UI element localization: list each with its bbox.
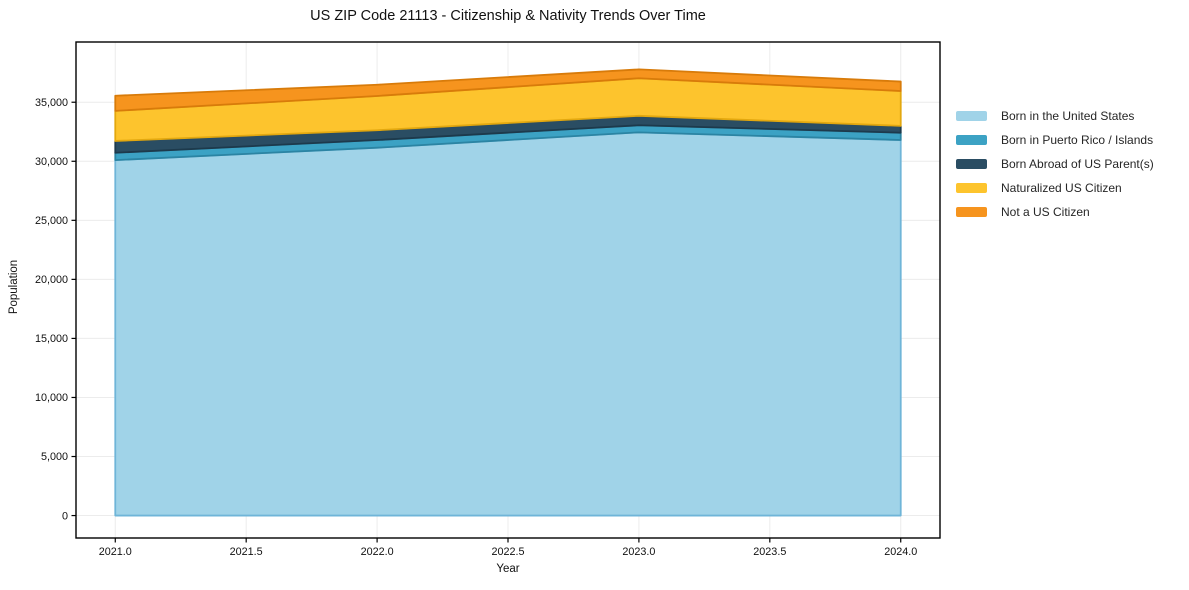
stacked-areas [114, 68, 902, 517]
legend-item: Born in the United States [956, 104, 1154, 128]
x-tick-label: 2021.0 [99, 546, 132, 558]
legend-item: Born Abroad of US Parent(s) [956, 152, 1154, 176]
legend-label: Not a US Citizen [1001, 205, 1090, 219]
legend-swatch-born-abroad [956, 159, 987, 169]
y-tick-label: 0 [62, 510, 68, 522]
axis-ticks: 2021.0 2021.5 2022.0 2022.5 2023.0 2023.5 2024… [35, 97, 917, 558]
chart-title: US ZIP Code 21113 - Citizenship & Nativi… [310, 8, 706, 24]
legend-label: Naturalized US Citizen [1001, 181, 1122, 195]
legend: Born in the United States Born in Puerto… [956, 104, 1154, 224]
x-tick-label: 2022.0 [361, 546, 394, 558]
legend-swatch-born-in-us [956, 111, 987, 121]
y-tick-label: 35,000 [35, 97, 68, 109]
area-series-4 [114, 68, 902, 112]
y-tick-label: 5,000 [41, 451, 68, 463]
x-axis-label: Year [496, 563, 520, 575]
x-tick-label: 2023.0 [622, 546, 655, 558]
legend-swatch-not-citizen [956, 207, 987, 217]
y-tick-label: 20,000 [35, 274, 68, 286]
legend-item: Naturalized US Citizen [956, 176, 1154, 200]
legend-swatch-naturalized [956, 183, 987, 193]
legend-label: Born in the United States [1001, 109, 1135, 123]
y-tick-label: 25,000 [35, 215, 68, 227]
x-tick-label: 2023.5 [753, 546, 786, 558]
y-tick-label: 30,000 [35, 156, 68, 168]
legend-item: Born in Puerto Rico / Islands [956, 128, 1154, 152]
x-tick-label: 2024.0 [884, 546, 917, 558]
legend-item: Not a US Citizen [956, 200, 1154, 224]
legend-label: Born Abroad of US Parent(s) [1001, 157, 1154, 171]
x-tick-label: 2021.5 [230, 546, 263, 558]
area-series-0 [114, 131, 902, 517]
legend-swatch-born-in-puerto-rico [956, 135, 987, 145]
y-tick-label: 15,000 [35, 333, 68, 345]
y-tick-label: 10,000 [35, 392, 68, 404]
x-tick-label: 2022.5 [491, 546, 524, 558]
legend-label: Born in Puerto Rico / Islands [1001, 133, 1154, 147]
y-axis-label: Population [8, 259, 20, 315]
